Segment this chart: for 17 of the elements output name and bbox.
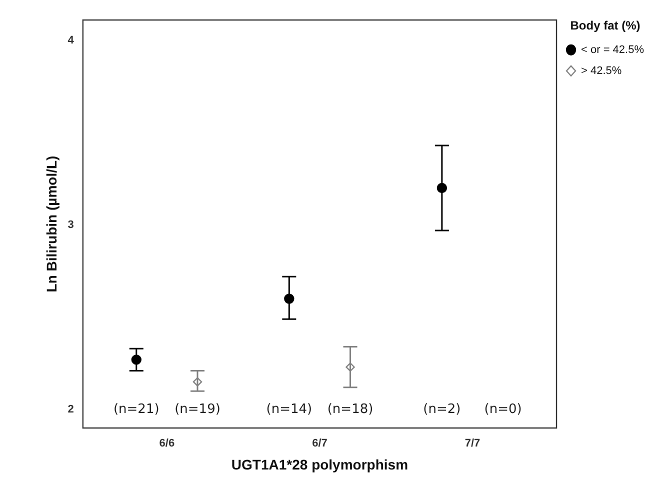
y-tick-label: 2 [68,404,74,416]
annotation: (n=19) [174,402,220,417]
annotation: (n=21) [113,402,160,417]
annotation: (n=18) [327,402,374,417]
x-axis-title: UGT1A1*28 polymorphism [231,456,408,472]
annotation: (n=2) [423,402,461,417]
x-tick-label: 6/6 [159,438,175,450]
x-tick-label: 7/7 [464,438,480,450]
legend-label: > 42.5% [581,64,622,77]
legend-title: Body fat (%) [570,18,640,32]
legend-label: < or = 42.5% [581,44,644,56]
x-tick-label: 6/7 [312,438,328,450]
y-tick-label: 4 [68,34,75,46]
annotation: (n=0) [484,402,522,417]
y-axis-title: Ln Bilirubin (µmol/L) [43,156,60,292]
annotation: (n=14) [266,402,312,417]
y-tick-label: 3 [68,218,74,231]
